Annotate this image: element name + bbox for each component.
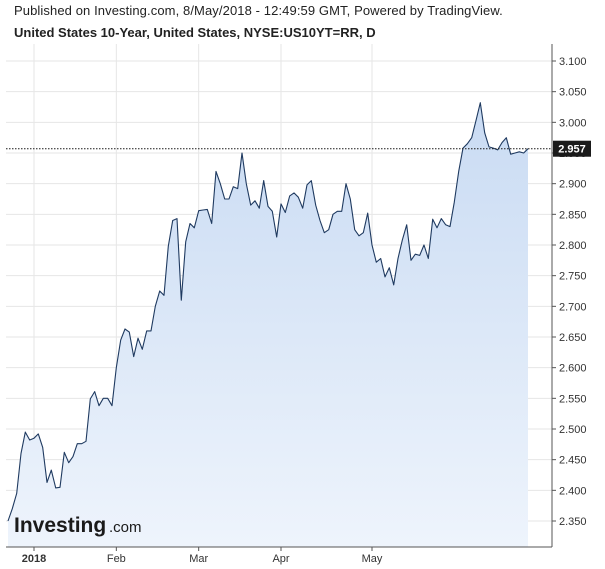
line-path — [7, 102, 529, 522]
series-line — [7, 102, 529, 522]
investing-logo: Investing .com — [14, 514, 142, 537]
last-price-badge — [553, 140, 591, 157]
y-tick-label: 2.500 — [559, 424, 587, 436]
y-axis-ticks: 2.350 2.400 2.450 2.500 2.550 2.600 2.650 2.700… — [552, 56, 587, 528]
y-tick-label: 2.750 — [559, 271, 587, 283]
x-tick-label: May — [362, 553, 383, 565]
area-path — [8, 102, 528, 547]
x-tick-label: 2018 — [22, 553, 46, 565]
y-tick-label: 2.400 — [559, 485, 587, 497]
y-tick-label: 2.450 — [559, 455, 587, 467]
last-price-label: 2.957 — [558, 144, 586, 156]
published-note: Published on Investing.com, 8/May/2018 -… — [14, 3, 503, 18]
chart-title: United States 10-Year, United States, NY… — [14, 25, 376, 40]
y-tick-label: 2.900 — [559, 179, 587, 191]
y-tick-label: 3.050 — [559, 87, 587, 99]
logo-brand: Investing — [14, 514, 106, 537]
y-tick-label: 2.600 — [559, 363, 587, 375]
y-tick-label: 2.350 — [559, 516, 587, 528]
last-price-marker: 2.957 — [6, 140, 591, 157]
y-tick-label: 3.000 — [559, 117, 587, 129]
x-axis-ticks: 2018 Feb Mar Apr May — [22, 547, 383, 565]
x-tick-label: Feb — [107, 553, 126, 565]
area-fill — [8, 102, 528, 547]
y-tick-label: 2.550 — [559, 393, 587, 405]
y-tick-label: 2.850 — [559, 209, 587, 221]
y-tick-label: 2.700 — [559, 301, 587, 313]
y-tick-label: 2.800 — [559, 240, 587, 252]
axes — [6, 44, 553, 548]
y-tick-label: 2.650 — [559, 332, 587, 344]
logo-suffix: .com — [109, 519, 142, 536]
x-tick-label: Apr — [272, 553, 289, 565]
y-tick-label: 3.100 — [559, 56, 587, 68]
x-tick-label: Mar — [189, 553, 208, 565]
